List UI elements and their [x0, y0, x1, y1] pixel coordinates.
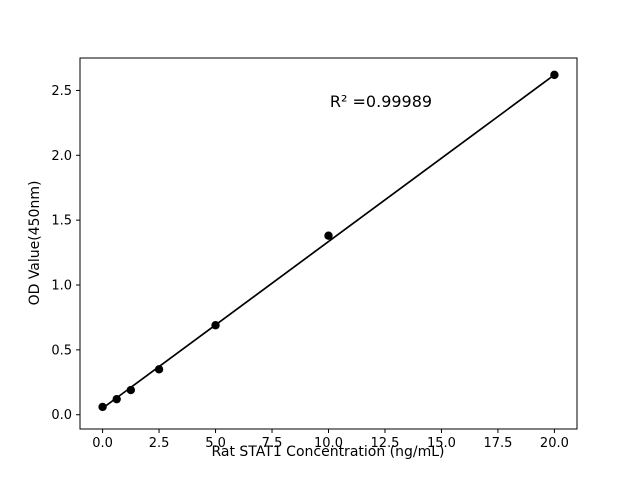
x-tick-label: 7.5 [262, 436, 283, 451]
r-squared-annotation: R² =0.99989 [329, 92, 433, 111]
y-tick-label: 0.0 [51, 408, 72, 423]
x-tick-label: 17.5 [483, 436, 512, 451]
y-axis-label: OD Value(450nm) [27, 180, 43, 306]
data-point [126, 385, 136, 395]
x-tick-label: 0.0 [92, 436, 113, 451]
y-tick-label: 1.0 [51, 279, 72, 294]
y-tick-label: 2.0 [51, 149, 72, 164]
x-axis-label: Rat STAT1 Concentration (ng/mL) [211, 444, 445, 460]
data-point [154, 365, 164, 374]
x-tick-label: 5.0 [205, 436, 226, 451]
y-tick-label: 0.5 [51, 343, 72, 358]
data-point [98, 402, 107, 412]
x-tick-label: 12.5 [371, 436, 400, 451]
x-tick-label: 20.0 [540, 436, 569, 451]
y-tick-label: 2.5 [51, 84, 72, 99]
x-tick-label: 10.0 [314, 436, 343, 451]
x-tick-label: 2.5 [149, 436, 170, 451]
data-point [211, 321, 220, 330]
fit-line [102, 74, 555, 409]
data-point [324, 231, 333, 240]
y-tick-label: 1.5 [51, 214, 72, 229]
data-point [112, 394, 121, 404]
x-tick-label: 15.0 [427, 436, 456, 451]
data-point [550, 70, 559, 80]
